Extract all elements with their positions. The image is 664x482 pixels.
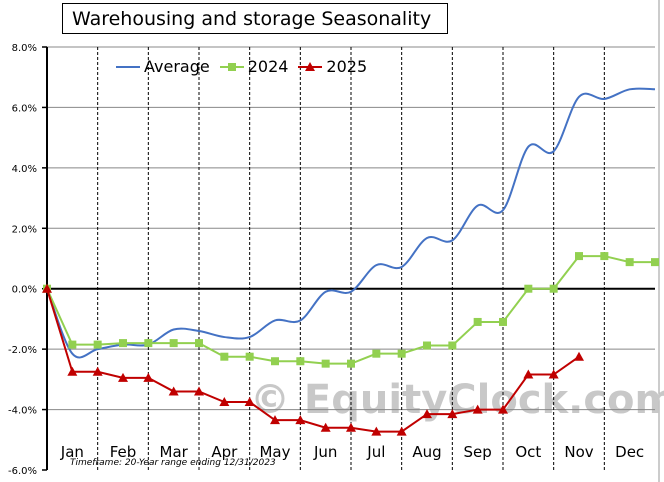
legend-label: Average [144, 57, 210, 76]
series-line-2025 [46, 288, 580, 433]
data-point-2024 [296, 357, 305, 366]
legend-item-2025: 2025 [298, 57, 367, 76]
x-tick-label: Dec [615, 443, 644, 461]
x-tick-label: Oct [515, 443, 541, 461]
y-tick-label: 2.0% [12, 224, 37, 235]
data-point-2025 [168, 386, 179, 396]
x-tick-label: Jan [60, 443, 84, 461]
x-tick-label: Apr [211, 443, 238, 461]
data-point-2024 [625, 258, 634, 267]
data-point-2025 [67, 366, 78, 376]
data-point-2025 [143, 372, 154, 382]
x-tick-label: Jun [313, 443, 337, 461]
data-point-2025 [396, 426, 407, 436]
chart-title: Warehousing and storage Seasonality [62, 3, 448, 34]
data-point-2025 [92, 366, 103, 376]
data-point-2024 [575, 252, 583, 261]
data-point-2024 [372, 349, 381, 358]
x-tick-label: Jul [366, 443, 385, 461]
data-point-2025 [472, 404, 483, 414]
y-tick-label: 6.0% [12, 103, 37, 114]
y-tick-label: 0.0% [12, 285, 37, 296]
y-tick-label: 8.0% [12, 43, 37, 54]
data-point-2024 [397, 349, 406, 358]
data-point-2025 [118, 372, 128, 382]
data-point-2025 [371, 426, 382, 436]
legend-label: 2024 [247, 57, 289, 76]
data-point-2025 [320, 422, 331, 432]
x-tick-label: May [259, 443, 290, 461]
legend-label: 2025 [326, 57, 368, 76]
data-point-2024 [119, 339, 127, 348]
y-tick-label: -6.0% [8, 466, 37, 477]
data-point-2024 [321, 359, 330, 368]
data-point-2025 [194, 386, 204, 396]
data-point-2024 [169, 339, 178, 348]
data-point-2025 [523, 369, 534, 379]
x-tick-label: Mar [160, 443, 189, 461]
legend: Average 2024 2025 [116, 57, 367, 76]
data-point-2025 [244, 397, 255, 407]
y-tick-label: -2.0% [8, 345, 37, 356]
data-point-2025 [422, 409, 432, 419]
x-tick-label: Aug [412, 443, 441, 461]
legend-item-2024: 2024 [219, 57, 289, 76]
data-point-2024 [524, 284, 533, 293]
x-tick-label: Feb [110, 443, 137, 461]
data-point-2025 [295, 415, 306, 425]
timeframe-note: Timeframe: 20-Year range ending 12/31/20… [70, 458, 276, 468]
y-tick-label: 4.0% [12, 164, 37, 175]
data-point-2025 [346, 422, 356, 432]
data-point-2024 [245, 352, 254, 361]
data-point-2025 [219, 397, 230, 407]
data-point-2025 [574, 351, 584, 361]
data-point-2025 [498, 404, 508, 414]
data-point-2025 [42, 283, 52, 293]
data-point-2024 [600, 252, 609, 261]
data-point-2024 [144, 339, 153, 348]
data-point-2024 [271, 357, 279, 366]
x-tick-label: Sep [464, 443, 492, 461]
data-point-2025 [270, 415, 280, 425]
data-point-2024 [220, 352, 229, 361]
data-point-2024 [499, 317, 507, 326]
data-point-2024 [68, 340, 77, 349]
data-point-2024 [195, 339, 203, 348]
data-point-2025 [548, 369, 559, 379]
data-point-2024 [549, 284, 558, 293]
data-point-2024 [473, 317, 482, 326]
legend-item-average: Average [116, 57, 210, 76]
x-tick-label: Nov [564, 443, 593, 461]
y-tick-label: -4.0% [8, 406, 37, 417]
watermark: © EquityClock.com [250, 377, 664, 423]
data-point-2024 [448, 341, 457, 350]
data-point-2025 [447, 409, 458, 419]
data-point-2024 [347, 359, 355, 368]
data-point-2024 [651, 258, 659, 267]
data-point-2024 [423, 341, 431, 350]
data-point-2024 [93, 340, 102, 349]
